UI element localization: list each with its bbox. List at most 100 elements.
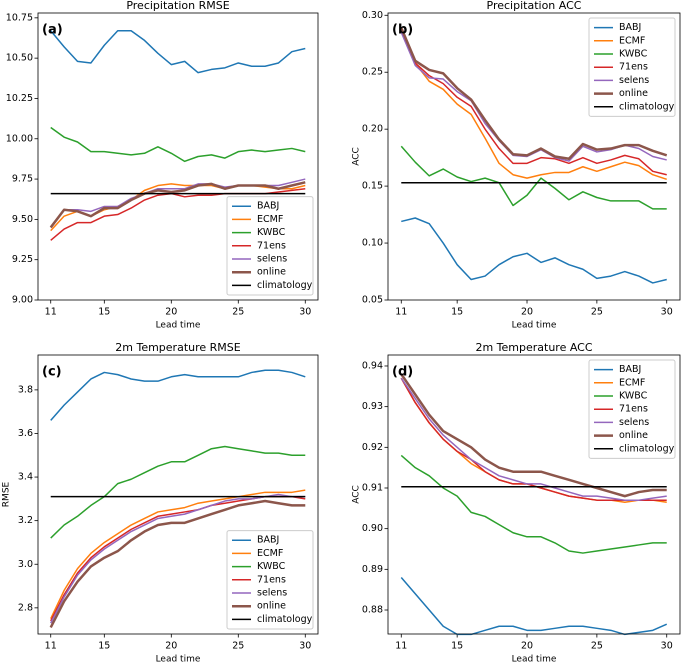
x-tick-label: 15: [98, 641, 110, 652]
x-tick-label: 25: [232, 641, 244, 652]
y-tick-label: 10.00: [6, 133, 33, 144]
legend-box: [588, 17, 676, 117]
legend-label: BABJ: [619, 364, 641, 375]
x-tick-label: 11: [45, 641, 57, 652]
legend-label: climatology: [257, 280, 313, 291]
series-line: [49, 181, 306, 229]
legend-label: ECMF: [619, 35, 645, 46]
chart-title: Precipitation RMSE: [126, 0, 229, 12]
legend-label: ECMF: [257, 548, 283, 559]
x-axis-label: Lead time: [512, 321, 557, 331]
panel-label: (c): [42, 365, 62, 380]
x-tick-label: 30: [299, 641, 311, 652]
y-tick-label: 0.92: [362, 442, 383, 453]
x-tick-label: 20: [521, 641, 533, 652]
legend-box: [226, 530, 314, 630]
y-tick-label: 9.75: [12, 174, 33, 185]
legend-label: 71ens: [619, 62, 648, 73]
y-tick-label: 0.15: [362, 181, 383, 192]
y-tick-label: 3.0: [18, 559, 33, 570]
y-tick-label: 0.30: [362, 10, 383, 21]
series-line: [400, 377, 667, 501]
legend-label: selens: [619, 75, 649, 86]
y-tick-label: 3.4: [18, 472, 33, 483]
chart-title: 2m Temperature RMSE: [115, 341, 241, 354]
y-tick-label: 10.50: [6, 53, 33, 64]
y-tick-label: 0.88: [362, 605, 383, 616]
series-line: [400, 373, 667, 498]
series-line: [50, 126, 306, 163]
y-tick-label: 10.75: [6, 12, 33, 23]
y-tick-label: 0.20: [362, 124, 383, 135]
series-line: [401, 217, 667, 284]
legend-label: online: [619, 430, 648, 441]
series-line: [50, 29, 306, 74]
legend-label: online: [257, 601, 286, 612]
legend-label: climatology: [257, 614, 313, 625]
legend-label: selens: [257, 588, 287, 599]
legend-label: ECMF: [257, 214, 283, 225]
x-axis-label: Lead time: [156, 321, 201, 331]
x-tick-label: 25: [591, 641, 603, 652]
x-tick-label: 30: [299, 307, 311, 318]
y-axis-label: ACC: [352, 485, 362, 504]
legend-box: [226, 196, 314, 296]
legend-label: KWBC: [257, 561, 286, 572]
y-tick-label: 9.00: [12, 295, 33, 306]
chart-title: Precipitation ACC: [487, 0, 582, 12]
y-tick-label: 0.10: [362, 238, 383, 249]
y-tick-label: 2.8: [18, 602, 33, 613]
series-line: [400, 27, 668, 161]
x-tick-label: 11: [395, 641, 407, 652]
legend-label: KWBC: [257, 227, 286, 238]
x-tick-label: 20: [165, 641, 177, 652]
x-tick-label: 30: [661, 307, 673, 318]
y-tick-label: 3.6: [18, 428, 33, 439]
y-tick-label: 0.90: [362, 523, 383, 534]
legend-label: online: [619, 88, 648, 99]
legend-label: online: [257, 267, 286, 278]
legend-label: KWBC: [619, 49, 648, 60]
legend-label: selens: [257, 254, 287, 265]
legend-label: BABJ: [257, 535, 279, 546]
x-tick-label: 25: [232, 307, 244, 318]
series-line: [50, 369, 306, 421]
y-tick-label: 0.93: [362, 401, 383, 412]
x-axis-label: Lead time: [512, 655, 557, 665]
series-line: [400, 454, 667, 554]
y-tick-label: 9.50: [12, 214, 33, 225]
chart-title: 2m Temperature ACC: [475, 341, 592, 354]
series-line: [50, 489, 306, 620]
legend-label: 71ens: [257, 240, 286, 251]
series-line: [50, 445, 306, 539]
y-tick-label: 0.25: [362, 67, 383, 78]
plot-frame: [387, 354, 681, 635]
series-line: [400, 576, 668, 636]
x-axis-label: Lead time: [156, 655, 201, 665]
x-tick-label: 15: [451, 307, 463, 318]
y-tick-label: 9.25: [12, 254, 33, 265]
y-tick-label: 10.25: [6, 93, 33, 104]
y-tick-label: 3.8: [18, 384, 33, 395]
series-line: [400, 28, 667, 176]
legend-label: 71ens: [257, 574, 286, 585]
legend-label: 71ens: [619, 404, 648, 415]
legend-label: BABJ: [619, 22, 641, 33]
y-tick-label: 0.91: [362, 482, 383, 493]
x-tick-label: 30: [661, 641, 673, 652]
legend-label: KWBC: [619, 391, 648, 402]
x-tick-label: 20: [521, 307, 533, 318]
y-axis-label: RMSE: [2, 481, 12, 507]
y-axis-label: ACC: [352, 147, 362, 166]
panel-label: (d): [392, 365, 413, 380]
y-tick-label: 0.94: [362, 360, 383, 371]
y-tick-label: 0.89: [362, 564, 383, 575]
x-tick-label: 25: [591, 307, 603, 318]
y-tick-label: 0.05: [362, 295, 383, 306]
legend-label: climatology: [619, 443, 675, 454]
plot-frame: [37, 354, 319, 635]
series-line: [400, 145, 667, 210]
legend-label: selens: [619, 417, 649, 428]
series-line: [400, 29, 667, 180]
